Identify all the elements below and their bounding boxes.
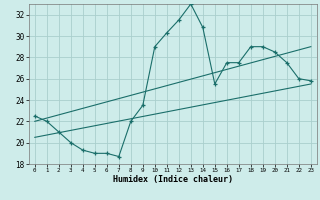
X-axis label: Humidex (Indice chaleur): Humidex (Indice chaleur) (113, 175, 233, 184)
